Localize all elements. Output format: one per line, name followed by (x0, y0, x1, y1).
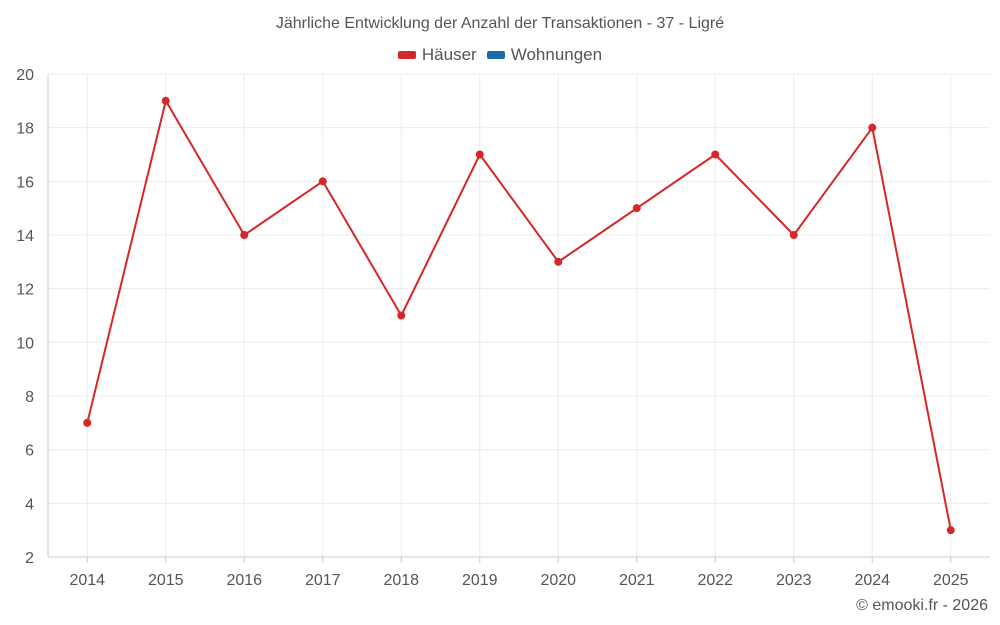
data-point (240, 231, 249, 239)
data-point (475, 150, 484, 159)
legend-item-haeuser[interactable]: Häuser (397, 45, 477, 65)
data-point (397, 311, 406, 320)
series-line-0 (86, 99, 952, 531)
y-tick-label: 12 (16, 282, 34, 299)
data-point (161, 96, 170, 105)
y-tick-label: 20 (16, 67, 34, 84)
y-tick-label: 4 (25, 496, 34, 513)
data-point (789, 231, 798, 239)
legend-label-haeuser: Häuser (421, 45, 477, 64)
data-point (711, 150, 720, 159)
chart-legend: Häuser Wohnungen (0, 45, 1000, 65)
x-tick-label: 2018 (383, 572, 419, 589)
y-tick-label: 2 (25, 550, 34, 567)
x-tick-label: 2015 (148, 572, 184, 589)
data-point (868, 123, 877, 132)
y-tick-label: 16 (16, 174, 34, 191)
data-point (946, 526, 955, 535)
x-tick-label: 2016 (226, 572, 262, 589)
legend-item-wohnungen[interactable]: Wohnungen (486, 45, 603, 65)
y-tick-label: 8 (25, 389, 34, 406)
x-tick-label: 2021 (619, 572, 655, 589)
y-tick-label: 18 (16, 121, 34, 138)
legend-label-wohnungen: Wohnungen (510, 45, 603, 64)
x-tick-label: 2024 (854, 572, 890, 589)
legend-swatch-wohnungen (486, 51, 505, 59)
x-tick-label: 2025 (933, 572, 969, 589)
x-tick-label: 2014 (69, 572, 105, 589)
x-tick-label: 2017 (305, 572, 341, 589)
y-tick-label: 14 (16, 228, 34, 245)
data-point (83, 418, 92, 427)
data-point (554, 257, 563, 266)
x-tick-label: 2019 (462, 572, 498, 589)
chart-title: Jährliche Entwicklung der Anzahl der Tra… (275, 15, 725, 32)
data-point (318, 177, 327, 186)
x-tick-label: 2023 (776, 572, 812, 589)
x-tick-label: 2022 (697, 572, 733, 589)
y-tick-label: 6 (25, 443, 34, 460)
data-point (632, 204, 641, 213)
credit-text: © emooki.fr - 2026 (856, 597, 988, 614)
x-tick-label: 2020 (540, 572, 576, 589)
y-tick-label: 10 (16, 335, 34, 352)
legend-swatch-haeuser (397, 51, 416, 59)
